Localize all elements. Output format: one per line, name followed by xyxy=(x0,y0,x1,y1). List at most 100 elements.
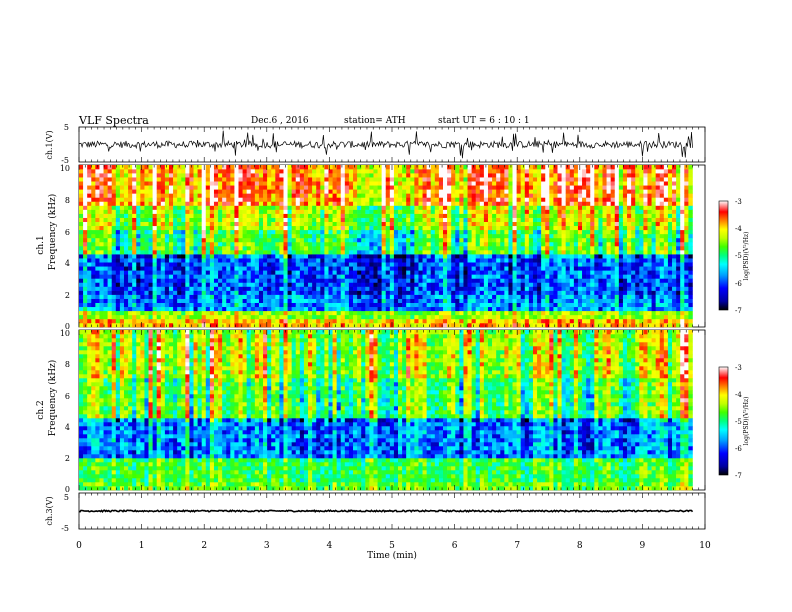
spectrogram-cell xyxy=(136,258,141,263)
spectrogram-cell xyxy=(320,221,325,227)
spectrogram-cell xyxy=(275,241,280,247)
spectrogram-cell xyxy=(492,250,497,255)
spectrogram-cell xyxy=(328,237,333,243)
spectrogram-cell xyxy=(398,185,403,190)
spectrogram-cell xyxy=(218,314,223,320)
spectrogram-cell xyxy=(119,266,125,271)
spectrogram-cell xyxy=(426,241,432,247)
spectrogram-cell xyxy=(132,306,137,312)
spectrogram-cell xyxy=(532,310,538,316)
spectrogram-cell xyxy=(287,270,292,275)
spectrogram-cell xyxy=(447,278,452,283)
spectrogram-cell xyxy=(561,185,566,190)
spectrogram-cell xyxy=(565,318,571,324)
spectrogram-cell xyxy=(271,241,276,247)
spectrogram-cell xyxy=(83,213,88,218)
spectrogram-cell xyxy=(402,197,407,202)
spectrogram-cell xyxy=(132,286,137,291)
spectrogram-cell xyxy=(328,205,333,210)
spectrogram-cell xyxy=(177,237,182,243)
spectrogram-cell xyxy=(467,274,472,279)
spectrogram-cell xyxy=(79,201,84,206)
spectrogram-cell xyxy=(332,314,337,320)
spectrogram-cell xyxy=(328,173,333,178)
spectrogram-cell xyxy=(226,298,231,303)
spectrogram-cell xyxy=(209,286,215,291)
spectrogram-cell xyxy=(181,205,186,210)
spectrogram-cell xyxy=(398,233,403,239)
spectrogram-cell xyxy=(557,290,562,295)
spectrogram-cell xyxy=(168,165,174,170)
spectrogram-cell xyxy=(258,201,264,206)
spectrogram-cell xyxy=(173,322,178,328)
spectrogram-cell xyxy=(353,229,358,235)
spectrogram-cell xyxy=(492,169,497,174)
spectrogram-cell xyxy=(471,254,477,259)
spectrogram-cell xyxy=(504,169,509,174)
spectrogram-cell xyxy=(91,262,96,267)
spectrogram-cell xyxy=(238,254,243,259)
spectrogram-cell xyxy=(299,290,305,295)
spectrogram-cell xyxy=(402,193,407,198)
spectrogram-cell xyxy=(557,266,562,271)
spectrogram-cell xyxy=(443,262,448,267)
spectrogram-cell xyxy=(271,189,276,194)
spectrogram-cell xyxy=(111,165,117,170)
spectrogram-cell xyxy=(267,233,272,239)
spectrogram-cell xyxy=(430,270,436,275)
spectrogram-cell xyxy=(418,229,423,235)
spectrogram-cell xyxy=(144,262,149,267)
spectrogram-cell xyxy=(500,246,505,251)
spectrogram-cell xyxy=(136,169,141,174)
spectrogram-cell xyxy=(541,266,546,271)
spectrogram-cell xyxy=(524,197,530,202)
spectrogram-cell xyxy=(218,262,223,267)
spectrogram-cell xyxy=(254,173,260,178)
spectrogram-cell xyxy=(201,181,207,186)
spectrogram-cell xyxy=(303,221,309,227)
spectrogram-cell xyxy=(577,229,583,235)
spectrogram-cell xyxy=(451,298,456,303)
spectrogram-cell xyxy=(115,189,121,194)
spectrogram-cell xyxy=(348,258,354,263)
spectrogram-cell xyxy=(475,181,481,186)
spectrogram-cell xyxy=(283,318,288,324)
spectrogram-cell xyxy=(479,185,485,190)
spectrogram-cell xyxy=(299,197,305,202)
spectrogram-cell xyxy=(373,213,378,218)
spectrogram-cell xyxy=(573,205,579,210)
spectrogram-cell xyxy=(308,306,313,312)
spectrogram-cell xyxy=(344,221,350,227)
spectrogram-cell xyxy=(242,282,247,287)
spectrogram-cell xyxy=(123,209,129,214)
spectrogram-cell xyxy=(168,177,174,182)
spectrogram-cell xyxy=(524,322,530,328)
spectrogram-cell xyxy=(238,173,243,178)
spectrogram-cell xyxy=(410,165,415,170)
spectrogram-cell xyxy=(434,233,440,239)
spectrogram-cell xyxy=(275,306,280,312)
spectrogram-cell xyxy=(426,302,432,308)
spectrogram-cell xyxy=(426,233,432,239)
spectrogram-cell xyxy=(410,221,415,227)
spectrogram-cell xyxy=(295,177,301,182)
spectrogram-cell xyxy=(160,318,166,324)
spectrogram-cell xyxy=(455,217,460,222)
spectrogram-cell xyxy=(381,302,387,308)
spectrogram-cell xyxy=(136,241,141,247)
spectrogram-cell xyxy=(361,189,366,194)
spectrogram-cell xyxy=(263,177,268,182)
spectrogram-cell xyxy=(316,173,321,178)
spectrogram-cell xyxy=(185,266,190,271)
spectrogram-cell xyxy=(123,213,129,218)
spectrogram-cell xyxy=(414,254,419,259)
spectrogram-cell xyxy=(185,225,190,231)
spectrogram-cell xyxy=(586,306,591,312)
spectrogram-cell xyxy=(443,282,448,287)
spectrogram-cell xyxy=(353,318,358,324)
spectrogram-cell xyxy=(258,185,264,190)
spectrogram-cell xyxy=(475,169,481,174)
spectrogram-cell xyxy=(393,181,399,186)
spectrogram-cell xyxy=(348,246,354,251)
spectrogram-cell xyxy=(246,262,252,267)
